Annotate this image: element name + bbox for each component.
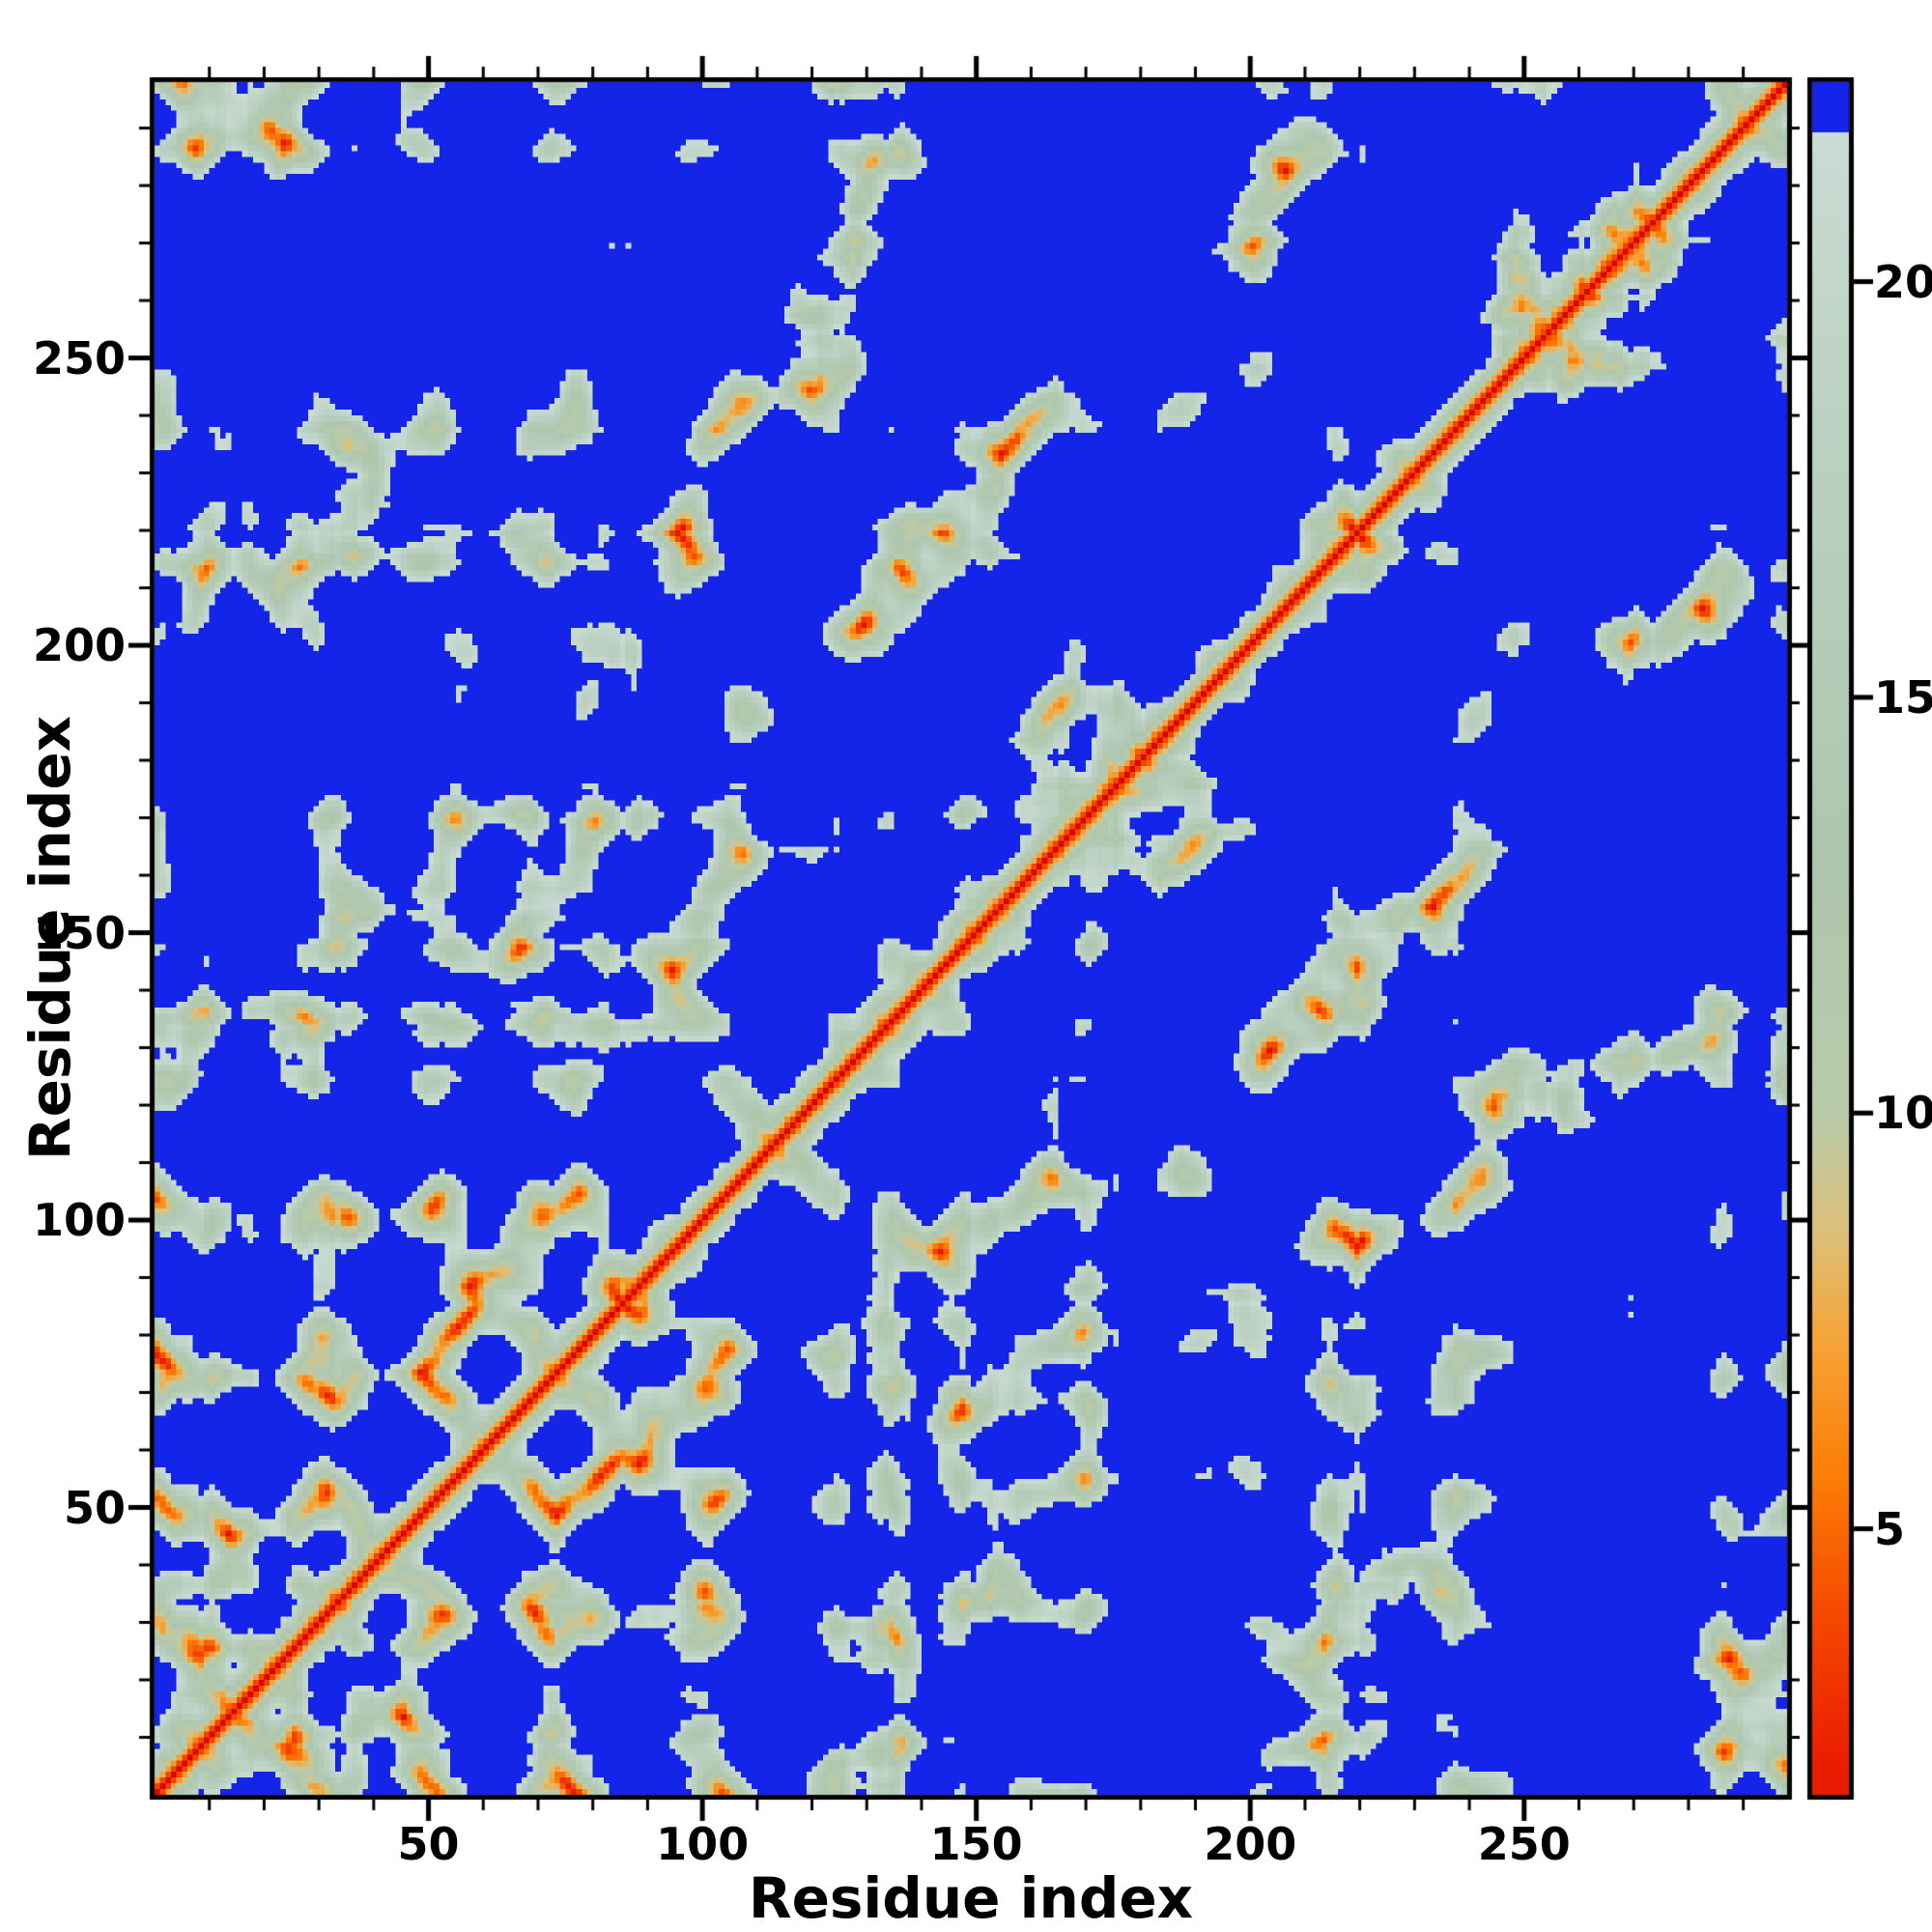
y-tick-label: 200: [32, 619, 126, 672]
y-tick-label: 250: [32, 331, 126, 384]
y-tick-label: 100: [32, 1194, 126, 1247]
x-axis-label: Residue index: [748, 1865, 1194, 1931]
x-tick-label: 50: [397, 1818, 460, 1870]
y-axis-label: Residue index: [17, 715, 83, 1161]
distance-matrix-heatmap: [155, 82, 1787, 1795]
colorbar-tick-label: 10: [1874, 1087, 1932, 1140]
x-tick-label: 250: [1477, 1818, 1571, 1870]
colorbar-tick-label: 5: [1874, 1502, 1906, 1555]
colorbar-gradient: [1812, 82, 1849, 1795]
x-tick-label: 200: [1204, 1818, 1297, 1870]
colorbar-tick-label: 20: [1874, 255, 1932, 308]
x-tick-label: 150: [929, 1818, 1023, 1870]
x-tick-label: 100: [656, 1818, 750, 1870]
colorbar-tick-label: 15: [1874, 670, 1932, 724]
y-tick-label: 50: [63, 1481, 126, 1534]
y-tick-label: 150: [32, 906, 126, 959]
